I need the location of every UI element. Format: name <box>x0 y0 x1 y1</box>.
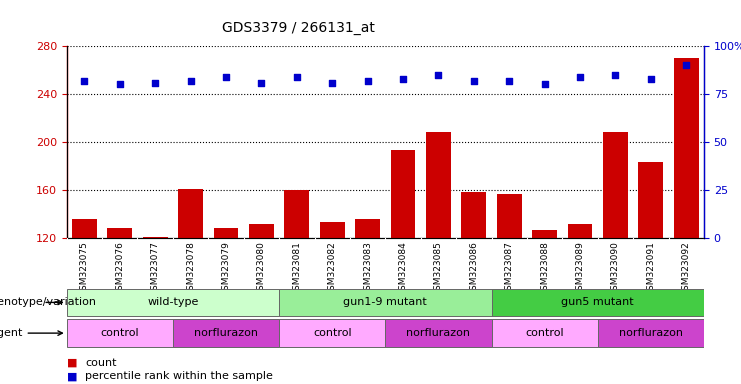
Bar <box>178 189 203 238</box>
Point <box>468 78 479 84</box>
Bar <box>532 230 557 238</box>
Bar <box>249 223 273 238</box>
Bar <box>598 319 704 347</box>
Bar <box>143 237 167 238</box>
Text: norflurazon: norflurazon <box>406 328 471 338</box>
Bar <box>285 190 309 238</box>
Point <box>433 72 445 78</box>
Bar <box>173 319 279 347</box>
Point <box>326 79 338 86</box>
Text: wild-type: wild-type <box>147 297 199 308</box>
Text: agent: agent <box>0 328 62 338</box>
Text: gun5 mutant: gun5 mutant <box>562 297 634 308</box>
Bar <box>279 289 491 316</box>
Point <box>149 79 161 86</box>
Point <box>256 79 268 86</box>
Bar <box>67 319 173 347</box>
Point <box>362 78 373 84</box>
Bar <box>320 222 345 238</box>
Bar <box>491 289 704 316</box>
Bar <box>568 223 592 238</box>
Bar <box>462 192 486 238</box>
Text: gun1-9 mutant: gun1-9 mutant <box>343 297 428 308</box>
Bar <box>426 132 451 238</box>
Text: GDS3379 / 266131_at: GDS3379 / 266131_at <box>222 21 375 35</box>
Text: control: control <box>525 328 564 338</box>
Bar <box>639 162 663 238</box>
Bar <box>67 289 279 316</box>
Bar <box>355 219 380 238</box>
Text: norflurazon: norflurazon <box>619 328 683 338</box>
Bar <box>674 58 699 238</box>
Text: percentile rank within the sample: percentile rank within the sample <box>85 371 273 381</box>
Text: control: control <box>313 328 351 338</box>
Point <box>185 78 196 84</box>
Point <box>397 76 409 82</box>
Point <box>610 72 622 78</box>
Bar <box>491 319 598 347</box>
Bar <box>279 319 385 347</box>
Text: genotype/variation: genotype/variation <box>0 297 96 308</box>
Bar <box>603 132 628 238</box>
Point <box>680 62 692 68</box>
Bar <box>385 319 491 347</box>
Text: ■: ■ <box>67 371 77 381</box>
Point <box>503 78 515 84</box>
Text: count: count <box>85 358 117 368</box>
Text: norflurazon: norflurazon <box>194 328 258 338</box>
Point <box>539 81 551 88</box>
Point <box>220 74 232 80</box>
Point <box>574 74 586 80</box>
Point <box>291 74 303 80</box>
Bar <box>72 219 97 238</box>
Point <box>114 81 126 88</box>
Point <box>79 78 90 84</box>
Point <box>645 76 657 82</box>
Bar <box>107 228 132 238</box>
Bar <box>391 151 416 238</box>
Text: ■: ■ <box>67 358 77 368</box>
Bar <box>496 194 522 238</box>
Text: control: control <box>101 328 139 338</box>
Bar <box>213 228 239 238</box>
